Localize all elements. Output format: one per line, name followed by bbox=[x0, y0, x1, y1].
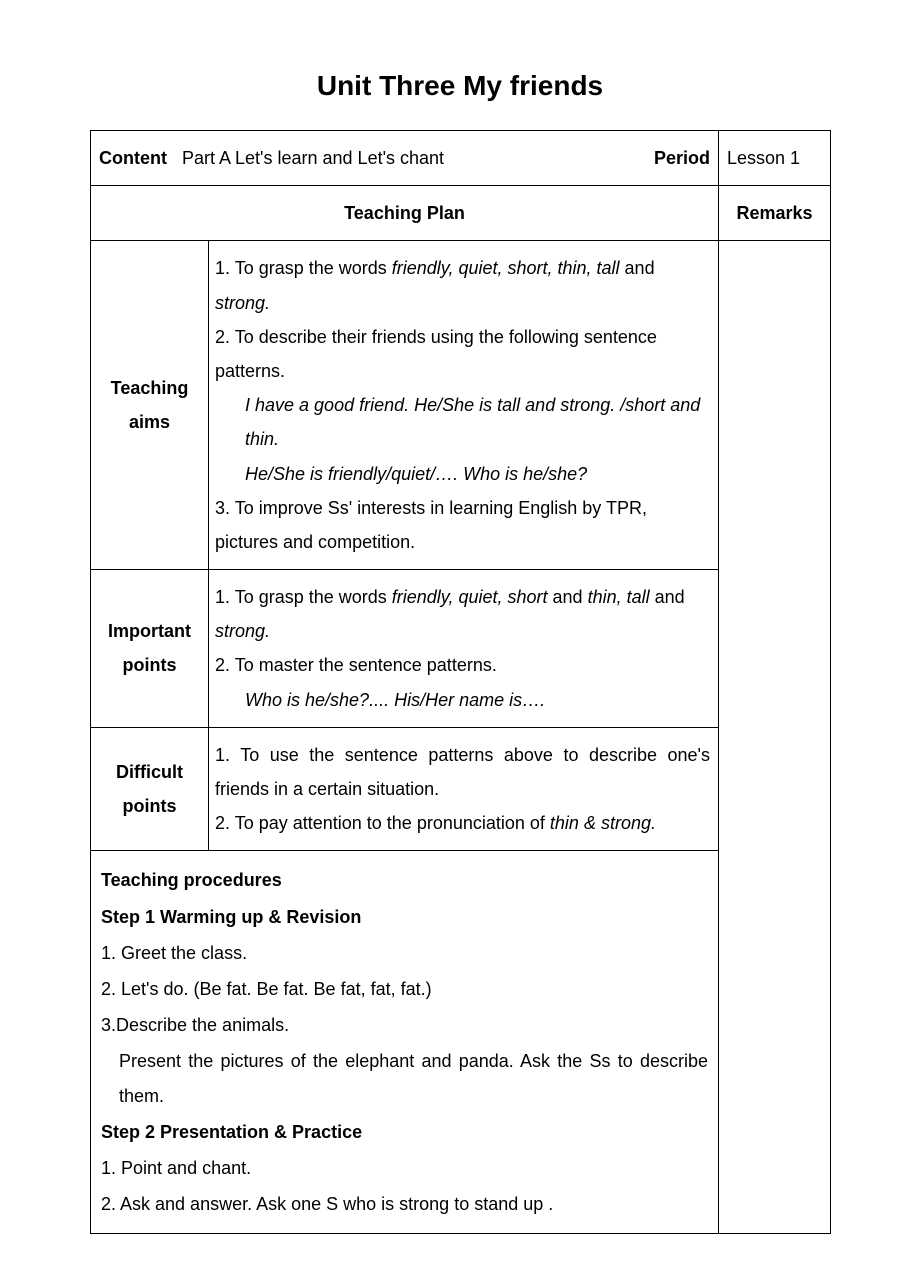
content-label: Content bbox=[99, 148, 167, 168]
step2-item2: 2. Ask and answer. Ask one S who is stro… bbox=[101, 1187, 708, 1221]
content-cell: Content Part A Let's learn and Let's cha… bbox=[91, 131, 719, 186]
step2-item1: 1. Point and chant. bbox=[101, 1151, 708, 1185]
step1-item1: 1. Greet the class. bbox=[101, 936, 708, 970]
lesson-plan-document: Unit Three My friends Content Part A Let… bbox=[0, 0, 920, 1274]
teaching-aims-row: Teaching aims 1. To grasp the words frie… bbox=[91, 241, 831, 570]
procedures-heading: Teaching procedures bbox=[101, 863, 708, 897]
procedures-content: Teaching procedures Step 1 Warming up & … bbox=[91, 851, 719, 1234]
lesson-plan-table: Content Part A Let's learn and Let's cha… bbox=[90, 130, 831, 1234]
plan-header-row: Teaching Plan Remarks bbox=[91, 186, 831, 241]
important-points-label: Important points bbox=[91, 570, 209, 728]
step1-heading: Step 1 Warming up & Revision bbox=[101, 900, 708, 934]
step1-item3b: Present the pictures of the elephant and… bbox=[101, 1044, 708, 1112]
period-label: Period bbox=[654, 141, 710, 175]
unit-title: Unit Three My friends bbox=[90, 70, 830, 102]
period-value: Lesson 1 bbox=[719, 131, 831, 186]
teaching-aims-content: 1. To grasp the words friendly, quiet, s… bbox=[209, 241, 719, 570]
important-points-content: 1. To grasp the words friendly, quiet, s… bbox=[209, 570, 719, 728]
step2-heading: Step 2 Presentation & Practice bbox=[101, 1115, 708, 1149]
content-value: Part A Let's learn and Let's chant bbox=[182, 148, 444, 168]
header-row: Content Part A Let's learn and Let's cha… bbox=[91, 131, 831, 186]
teaching-aims-label: Teaching aims bbox=[91, 241, 209, 570]
remarks-cell bbox=[719, 241, 831, 1234]
step1-item2: 2. Let's do. (Be fat. Be fat. Be fat, fa… bbox=[101, 972, 708, 1006]
remarks-header: Remarks bbox=[719, 186, 831, 241]
teaching-plan-header: Teaching Plan bbox=[91, 186, 719, 241]
step1-item3: 3.Describe the animals. bbox=[101, 1008, 708, 1042]
difficult-points-label: Difficult points bbox=[91, 727, 209, 851]
difficult-points-content: 1. To use the sentence patterns above to… bbox=[209, 727, 719, 851]
